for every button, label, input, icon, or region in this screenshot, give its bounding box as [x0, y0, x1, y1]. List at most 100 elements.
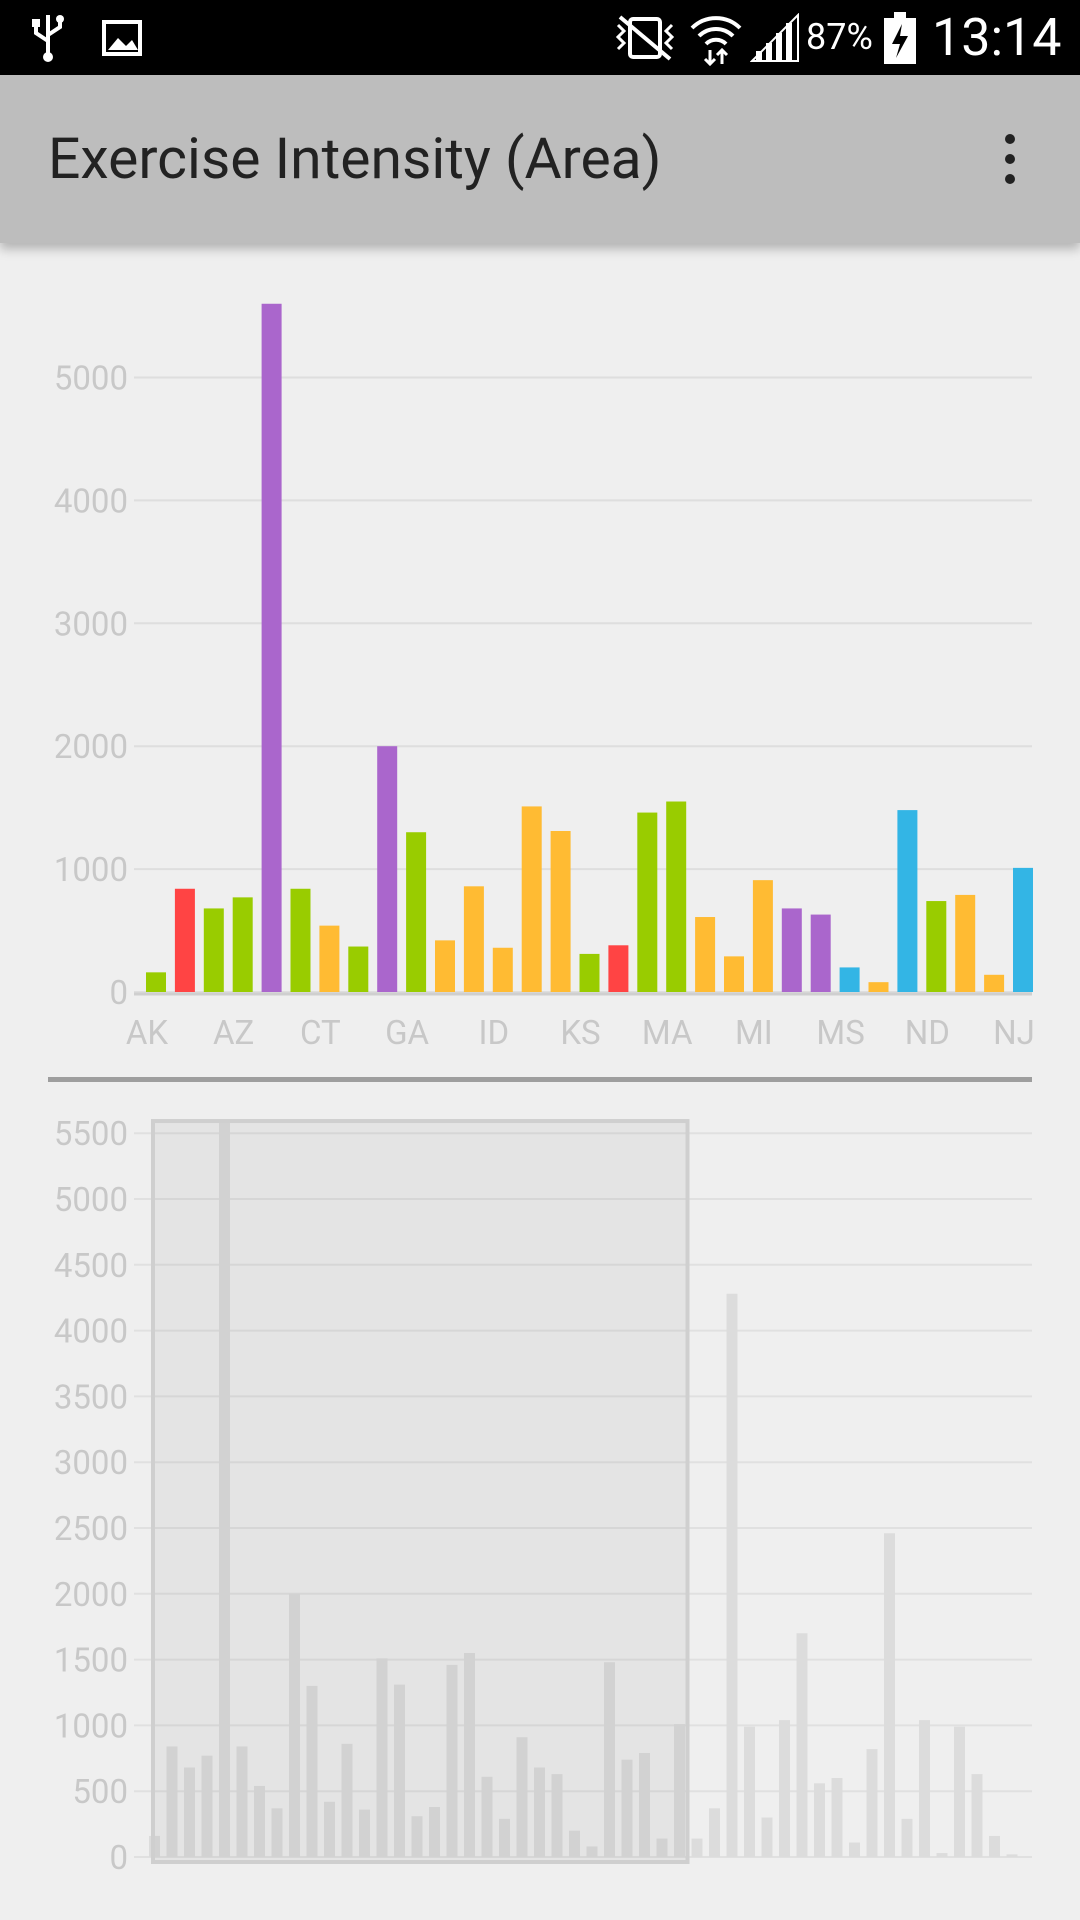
preview-bar — [324, 1801, 335, 1857]
bar[interactable] — [752, 880, 773, 992]
x-tick-label: AZ — [213, 1014, 254, 1053]
selection-window[interactable] — [151, 1119, 690, 1865]
y-tick-label: 1000 — [54, 1707, 128, 1746]
preview-bar — [306, 1685, 318, 1857]
y-tick-label: 1500 — [54, 1642, 128, 1681]
preview-bar — [551, 1774, 563, 1857]
chart-divider — [48, 1077, 1032, 1082]
bar[interactable] — [926, 901, 947, 992]
signal-icon — [750, 0, 800, 75]
bar[interactable] — [406, 832, 427, 992]
bar[interactable] — [579, 953, 600, 992]
usb-icon — [30, 0, 66, 75]
preview-bar — [989, 1835, 1000, 1857]
preview-bar — [884, 1533, 895, 1857]
preview-bar — [726, 1293, 738, 1857]
y-tick-label: 0 — [109, 1839, 128, 1878]
x-tick-label: NJ — [993, 1014, 1035, 1053]
bar[interactable] — [868, 982, 889, 992]
more-vert-icon — [1005, 134, 1015, 144]
bar[interactable] — [955, 894, 976, 992]
bar[interactable] — [810, 914, 831, 992]
preview-bar — [429, 1806, 440, 1857]
y-tick-label: 3500 — [54, 1378, 128, 1417]
bar[interactable] — [550, 831, 571, 992]
bar[interactable] — [435, 940, 455, 992]
preview-bar — [761, 1817, 773, 1857]
x-tick-label: MS — [816, 1014, 864, 1053]
image-icon — [102, 0, 142, 75]
preview-bar — [201, 1755, 213, 1857]
x-tick-label: ID — [478, 1014, 509, 1053]
preview-bar — [954, 1726, 965, 1857]
x-tick-label: AK — [126, 1014, 169, 1053]
status-bar: 87% 13:14 — [0, 0, 1080, 75]
x-tick-label: MA — [642, 1014, 693, 1053]
action-bar: Exercise Intensity (Area) — [0, 75, 1080, 243]
bar[interactable] — [203, 908, 224, 992]
y-tick-label: 3000 — [54, 1444, 128, 1483]
clock: 13:14 — [932, 7, 1062, 68]
y-tick-label: 5000 — [54, 1181, 128, 1220]
bar[interactable] — [839, 967, 860, 992]
preview-bar — [604, 1662, 615, 1857]
preview-bar — [621, 1759, 633, 1857]
y-tick-label: 4000 — [54, 482, 128, 521]
x-tick-label: MI — [735, 1014, 773, 1053]
wifi-icon — [688, 0, 744, 75]
preview-bar — [341, 1743, 353, 1857]
y-tick-label: 4000 — [54, 1313, 128, 1352]
bar[interactable] — [232, 897, 253, 992]
y-tick-label: 2500 — [54, 1510, 128, 1549]
x-tick-label: KS — [560, 1014, 600, 1053]
preview-bar — [499, 1818, 510, 1857]
bar[interactable] — [781, 908, 802, 992]
page-title: Exercise Intensity (Area) — [48, 125, 662, 192]
y-tick-label: 1000 — [54, 851, 128, 890]
bar[interactable] — [608, 945, 629, 992]
preview-bar — [184, 1767, 195, 1857]
bar[interactable] — [492, 947, 513, 992]
bar[interactable] — [724, 956, 744, 992]
battery-percentage: 87% — [806, 16, 873, 58]
preview-bar — [376, 1658, 388, 1857]
main-bar-chart[interactable]: 0 1000 2000 3000 4000 5000 AK AZ CT GA ID KS MA MI MS… — [0, 243, 1080, 1070]
y-tick-label: 2000 — [54, 1576, 128, 1615]
preview-bar — [936, 1853, 948, 1857]
preview-bar — [289, 1593, 300, 1857]
bar[interactable] — [319, 925, 340, 992]
preview-bar — [481, 1776, 493, 1857]
bar[interactable] — [174, 888, 195, 992]
preview-bar — [779, 1720, 790, 1857]
preview-bar — [831, 1778, 843, 1857]
preview-bar — [569, 1830, 580, 1857]
bar[interactable] — [290, 888, 311, 992]
bar[interactable] — [521, 806, 542, 992]
bar[interactable] — [463, 886, 484, 992]
bar[interactable] — [146, 972, 166, 992]
preview-bar — [534, 1767, 545, 1857]
overflow-menu-button[interactable] — [980, 119, 1040, 199]
x-tick-label: GA — [385, 1014, 429, 1053]
bar[interactable] — [377, 746, 398, 992]
x-tick-label: CT — [300, 1014, 341, 1053]
bar[interactable] — [666, 801, 687, 992]
preview-bar — [849, 1842, 860, 1857]
y-tick-label: 4500 — [54, 1247, 128, 1286]
bar[interactable] — [695, 917, 716, 992]
bar[interactable] — [348, 946, 369, 992]
bar[interactable] — [637, 812, 658, 992]
preview-bar — [359, 1809, 370, 1857]
preview-bar — [166, 1746, 178, 1857]
bar[interactable] — [261, 303, 282, 992]
preview-bar — [586, 1846, 598, 1857]
preview-bar — [709, 1808, 720, 1857]
preview-bar-chart[interactable]: 0 500 1000 1500 2000 2500 3000 3500 4000 4500 5000… — [0, 1080, 1080, 1890]
bar[interactable] — [1013, 867, 1033, 992]
preview-bar — [919, 1720, 930, 1857]
preview-bar — [796, 1633, 808, 1857]
y-tick-label: 3000 — [54, 605, 128, 644]
bar[interactable] — [897, 810, 918, 992]
bar[interactable] — [984, 974, 1005, 992]
y-tick-label: 500 — [72, 1773, 128, 1812]
